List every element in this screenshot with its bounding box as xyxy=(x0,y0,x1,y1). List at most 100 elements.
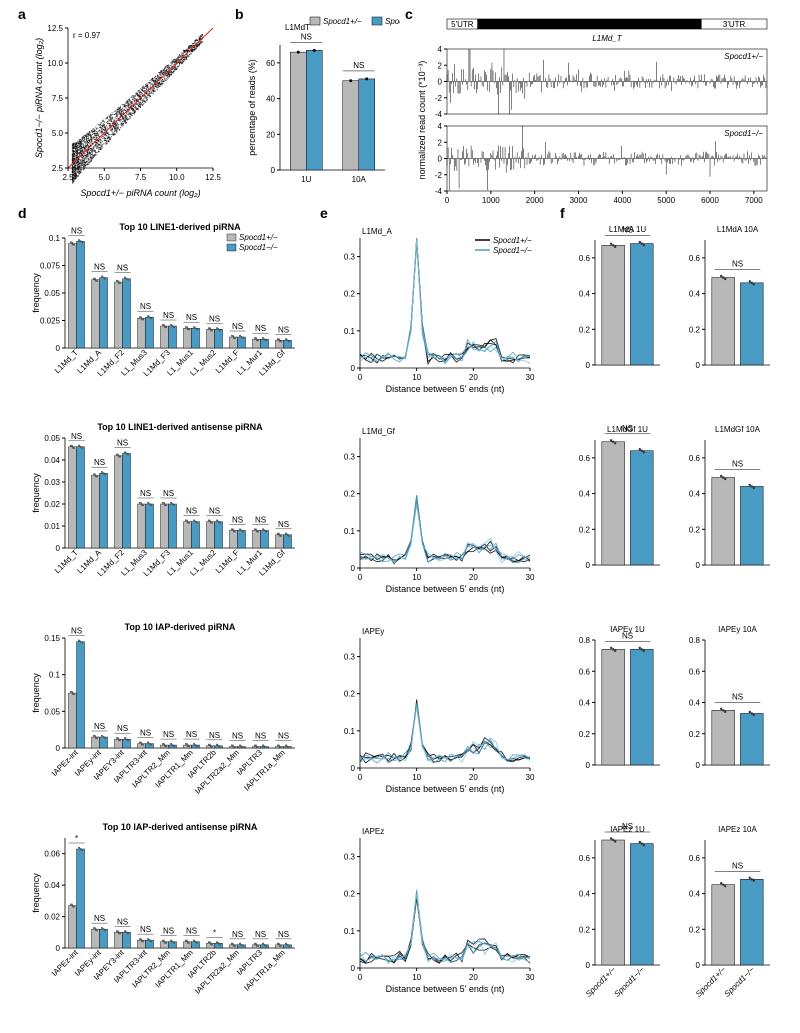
svg-text:0.3: 0.3 xyxy=(344,253,356,262)
svg-text:NS: NS xyxy=(71,627,82,636)
svg-text:0: 0 xyxy=(696,561,701,570)
svg-text:NS: NS xyxy=(186,507,197,516)
svg-text:NS: NS xyxy=(278,520,289,529)
svg-text:0: 0 xyxy=(445,196,450,205)
svg-text:Distance between 5' ends (nt): Distance between 5' ends (nt) xyxy=(386,984,505,994)
svg-text:NS: NS xyxy=(255,324,266,333)
svg-text:NS: NS xyxy=(186,927,197,936)
svg-text:0.075: 0.075 xyxy=(40,262,61,271)
svg-text:0.05: 0.05 xyxy=(44,289,60,298)
svg-text:30: 30 xyxy=(526,773,535,782)
svg-text:NS: NS xyxy=(732,692,743,701)
svg-text:Spocd1+/−: Spocd1+/− xyxy=(724,52,763,61)
svg-text:NS: NS xyxy=(117,724,128,733)
svg-text:0.3: 0.3 xyxy=(344,453,356,462)
svg-text:30: 30 xyxy=(526,973,535,982)
svg-text:NS: NS xyxy=(186,313,197,322)
svg-text:0: 0 xyxy=(358,573,363,582)
svg-text:NS: NS xyxy=(140,302,151,311)
svg-text:20: 20 xyxy=(469,373,478,382)
svg-text:NS: NS xyxy=(94,263,105,272)
svg-text:5.0: 5.0 xyxy=(99,173,111,182)
svg-text:0: 0 xyxy=(696,361,701,370)
svg-text:NS: NS xyxy=(622,226,633,235)
panel-label-c: c xyxy=(405,6,413,22)
svg-text:0.2: 0.2 xyxy=(579,525,591,534)
svg-text:0: 0 xyxy=(56,744,61,753)
svg-text:0.4: 0.4 xyxy=(579,890,591,899)
svg-text:0: 0 xyxy=(351,964,356,973)
panel-label-d: d xyxy=(18,205,27,221)
svg-text:0.01: 0.01 xyxy=(44,522,60,531)
svg-text:NS: NS xyxy=(232,732,243,741)
svg-text:0.05: 0.05 xyxy=(44,707,60,716)
svg-text:2.5: 2.5 xyxy=(62,173,74,182)
svg-text:0.2: 0.2 xyxy=(579,730,591,739)
panel-e-container: 00.10.20.30102030L1Md_ADistance between … xyxy=(330,220,550,1020)
svg-text:60: 60 xyxy=(266,59,275,68)
svg-text:6000: 6000 xyxy=(701,196,719,205)
panel-label-a: a xyxy=(18,6,26,22)
panel-label-f: f xyxy=(560,205,565,221)
svg-text:4000: 4000 xyxy=(613,196,631,205)
svg-text:0: 0 xyxy=(56,544,61,553)
svg-text:-4: -4 xyxy=(435,187,443,196)
svg-text:0.4: 0.4 xyxy=(579,290,591,299)
svg-text:Spocd1−/−: Spocd1−/− xyxy=(612,965,646,999)
svg-text:0: 0 xyxy=(271,166,276,175)
svg-text:NS: NS xyxy=(71,226,82,235)
svg-text:Top 10 IAP-derived antisense p: Top 10 IAP-derived antisense piRNA xyxy=(103,822,258,832)
svg-text:0.6: 0.6 xyxy=(579,454,591,463)
svg-text:30: 30 xyxy=(526,573,535,582)
panel-f-container: 00.20.40.6L1MdA 1UNS00.20.40.6L1MdA 10AN… xyxy=(570,220,785,1020)
svg-text:Top 10 LINE1-derived antisense: Top 10 LINE1-derived antisense piRNA xyxy=(97,422,263,432)
svg-text:7.5: 7.5 xyxy=(135,173,147,182)
svg-text:Distance between 5' ends (nt): Distance between 5' ends (nt) xyxy=(386,384,505,394)
svg-text:NS: NS xyxy=(209,314,220,323)
svg-text:NS: NS xyxy=(117,264,128,273)
svg-text:0.2: 0.2 xyxy=(689,925,701,934)
svg-text:L1MdT: L1MdT xyxy=(285,23,310,32)
svg-text:0.1: 0.1 xyxy=(344,727,356,736)
svg-text:Spocd1+/−: Spocd1+/− xyxy=(239,233,278,242)
svg-text:0.025: 0.025 xyxy=(40,317,61,326)
svg-text:10: 10 xyxy=(412,573,421,582)
svg-text:-4: -4 xyxy=(435,110,443,119)
svg-text:20: 20 xyxy=(266,130,275,139)
svg-text:-2: -2 xyxy=(435,94,443,103)
svg-text:0: 0 xyxy=(586,761,591,770)
svg-text:0.2: 0.2 xyxy=(579,925,591,934)
svg-text:0.02: 0.02 xyxy=(44,913,60,922)
svg-text:0: 0 xyxy=(586,961,591,970)
svg-text:7000: 7000 xyxy=(745,196,763,205)
svg-text:0: 0 xyxy=(696,761,701,770)
svg-text:0.6: 0.6 xyxy=(579,667,591,676)
svg-text:Top 10 IAP-derived piRNA: Top 10 IAP-derived piRNA xyxy=(125,622,236,632)
svg-text:NS: NS xyxy=(209,507,220,516)
svg-text:Distance between 5' ends (nt): Distance between 5' ends (nt) xyxy=(386,784,505,794)
svg-text:Spocd1−/− piRNA count (log₂): Spocd1−/− piRNA count (log₂) xyxy=(34,38,44,158)
svg-text:0.4: 0.4 xyxy=(689,699,701,708)
svg-text:IAPLTR1a_Mm: IAPLTR1a_Mm xyxy=(242,948,287,993)
svg-text:0.8: 0.8 xyxy=(689,636,701,645)
svg-text:0.06: 0.06 xyxy=(44,850,60,859)
svg-text:0.15: 0.15 xyxy=(44,634,60,643)
svg-text:0: 0 xyxy=(696,961,701,970)
svg-text:Spocd1−/−: Spocd1−/− xyxy=(239,243,278,252)
svg-text:NS: NS xyxy=(622,822,633,831)
svg-text:0.1: 0.1 xyxy=(49,234,61,243)
svg-text:0.4: 0.4 xyxy=(579,699,591,708)
svg-text:ORF2: ORF2 xyxy=(601,20,623,29)
svg-text:IAPEz 10A: IAPEz 10A xyxy=(718,825,757,834)
svg-text:10: 10 xyxy=(412,373,421,382)
svg-text:2000: 2000 xyxy=(526,196,544,205)
svg-text:frequency: frequency xyxy=(31,673,41,713)
svg-text:NS: NS xyxy=(622,631,633,640)
svg-text:NS: NS xyxy=(255,515,266,524)
svg-text:NS: NS xyxy=(278,732,289,741)
svg-text:0.1: 0.1 xyxy=(344,327,356,336)
svg-text:NS: NS xyxy=(117,438,128,447)
svg-text:frequency: frequency xyxy=(31,873,41,913)
svg-text:0.2: 0.2 xyxy=(689,730,701,739)
svg-text:Spocd1−/−: Spocd1−/− xyxy=(722,965,756,999)
